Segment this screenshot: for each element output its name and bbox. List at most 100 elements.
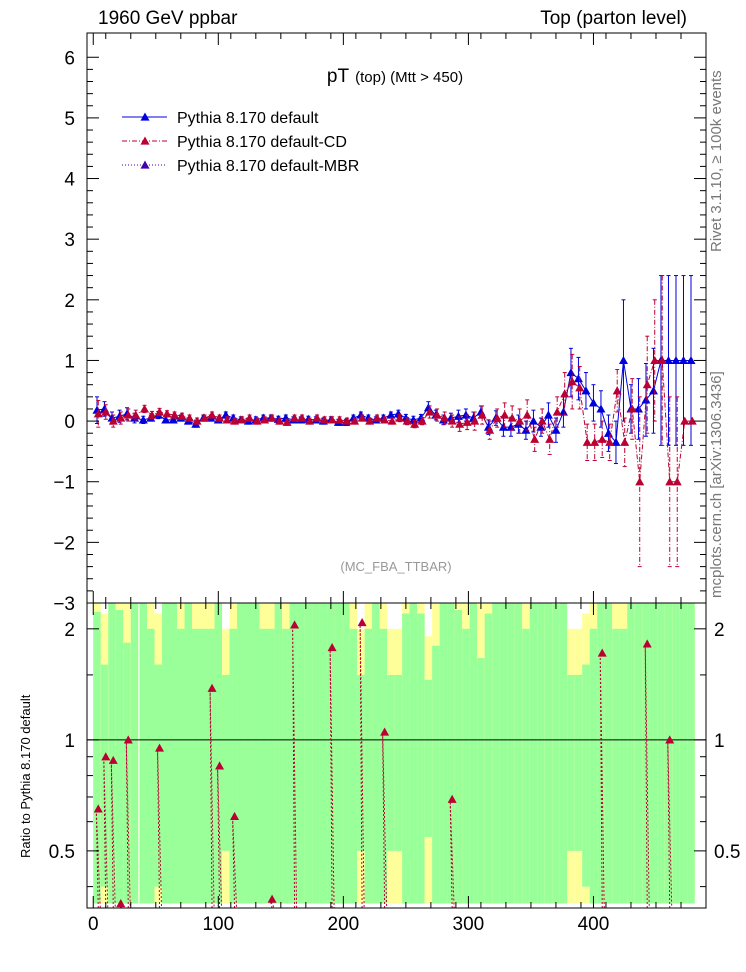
ratio-band-1sigma [447, 603, 455, 904]
ratio-band-1sigma [604, 603, 613, 904]
axes-frames [86, 32, 707, 909]
data-point [282, 417, 292, 426]
x-tick-label: 0 [88, 914, 99, 935]
ratio-band-1sigma [267, 628, 275, 904]
data-point [207, 410, 217, 419]
ratio-band-1sigma [372, 603, 380, 904]
data-point [335, 415, 345, 424]
ratio-series [87, 618, 706, 908]
legend-marker [140, 160, 150, 169]
x-tick-label: 300 [453, 914, 485, 935]
data-point [161, 415, 171, 424]
data-point [663, 355, 673, 365]
data-point [575, 383, 585, 392]
ratio-cd-point [267, 894, 277, 903]
data-point [537, 416, 547, 425]
ratio-band-1sigma [289, 603, 298, 904]
ratio-band-1sigma [514, 603, 523, 904]
x-tick-label: 100 [202, 914, 234, 935]
ratio-band-1sigma [274, 603, 283, 904]
ratio-band-1sigma [93, 611, 101, 904]
data-point [101, 407, 111, 416]
ratio-band-1sigma [589, 628, 598, 904]
ratio-band-1sigma [417, 613, 425, 904]
y-tick-label: −1 [53, 473, 75, 494]
ratio-band-1sigma [100, 664, 109, 887]
data-point [275, 416, 285, 425]
ratio-cd-point [155, 743, 165, 752]
data-point [618, 355, 628, 365]
ratio-cd-point [642, 639, 652, 648]
data-point [245, 413, 255, 422]
data-point [635, 477, 645, 486]
data-point [611, 437, 621, 446]
data-point [522, 410, 532, 419]
ratio-band-1sigma [319, 603, 328, 904]
ratio-cd-point [665, 735, 675, 744]
data-point [252, 416, 262, 425]
ratio-band-1sigma [627, 603, 635, 904]
data-point [131, 410, 141, 419]
data-point [237, 415, 247, 424]
ratio-y-tick-label: 2 [64, 620, 75, 641]
legend-label: Pythia 8.170 default-MBR [177, 158, 359, 175]
y-tick-label: 1 [64, 351, 75, 372]
ratio-cd-point [597, 648, 607, 657]
x-tick-label: 400 [578, 914, 610, 935]
ratio-band-1sigma [192, 628, 200, 904]
data-point [320, 415, 330, 424]
ratio-band-1sigma [492, 603, 500, 904]
data-point [417, 416, 427, 425]
legend-label: Pythia 8.170 default-CD [177, 134, 347, 151]
data-point [573, 374, 583, 383]
y-tick-label: 3 [64, 230, 75, 251]
data-point [192, 416, 202, 425]
y-tick-label: 4 [64, 170, 75, 191]
ratio-band-1sigma [642, 603, 650, 904]
data-point [365, 416, 375, 425]
ratio-cd-point [93, 804, 103, 813]
y-tick-label: 0 [64, 412, 75, 433]
ratio-band-1sigma [537, 603, 545, 904]
y-tick-label: 5 [64, 109, 75, 130]
data-point [642, 380, 652, 389]
ratio-y-tick-label: 0.5 [49, 842, 75, 863]
ratio-band-1sigma [432, 645, 440, 904]
ratio-band-1sigma [139, 603, 148, 904]
data-point [123, 410, 133, 419]
ratio-band-1sigma [567, 674, 575, 851]
data-point [506, 422, 516, 431]
data-point [312, 413, 322, 422]
ratio-band-1sigma [304, 603, 313, 904]
data-point [185, 413, 195, 422]
ratio-band-1sigma [657, 603, 665, 904]
ratio-band-1sigma [469, 603, 478, 904]
data-point [543, 410, 553, 419]
data-point [597, 434, 607, 443]
ratio-cd-point [290, 620, 300, 629]
data-point [515, 416, 525, 425]
data-point [470, 416, 480, 425]
ratio-band-1sigma [484, 613, 493, 904]
ratio-cd-point [108, 755, 118, 764]
data-point [657, 355, 667, 365]
data-point [267, 413, 277, 422]
ratio-band-1sigma [424, 679, 433, 837]
legend: Pythia 8.170 default Pythia 8.170 default… [122, 110, 359, 175]
ratio-band-1sigma [222, 674, 230, 851]
ratio-band-1sigma [402, 613, 410, 904]
ratio-band-1sigma [649, 603, 658, 904]
data-point [387, 416, 397, 425]
ratio-band-1sigma [687, 603, 695, 904]
ratio-band-1sigma [462, 628, 470, 904]
data-point [678, 355, 688, 365]
data-point [440, 413, 450, 422]
data-point [260, 415, 270, 424]
data-point [116, 413, 126, 422]
ratio-band-1sigma [115, 609, 124, 904]
data-point [633, 404, 643, 413]
data-point [222, 415, 232, 424]
ratio-y-tick-label-right: 0.5 [714, 842, 740, 863]
axes-ticks: −3 −2 −1 0 1 2 3 4 5 6 0 100 200 300 400 0.5 0.5 1 1 2 2 [49, 33, 740, 935]
series-line-0 [96, 359, 691, 444]
